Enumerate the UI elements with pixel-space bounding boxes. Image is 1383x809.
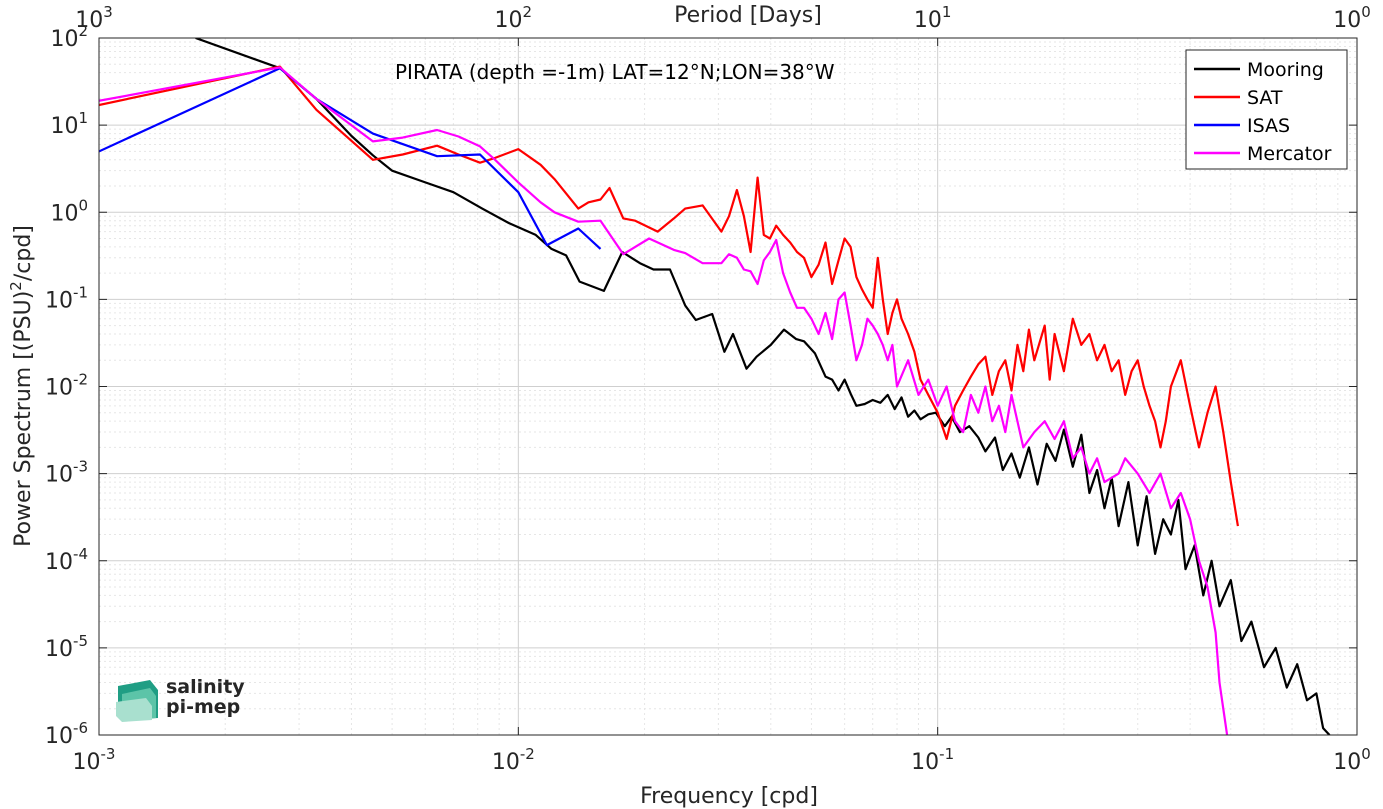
y-tick-label: 10-5 [45, 632, 88, 662]
y-tick-label: 101 [50, 109, 88, 139]
legend-label-isas: ISAS [1247, 115, 1290, 137]
top-tick-label: 102 [495, 3, 533, 33]
y-tick-label: 102 [50, 22, 88, 52]
y-tick-label: 10-4 [45, 545, 88, 575]
y-tick-label: 100 [50, 196, 88, 226]
series-layer [99, 38, 1331, 735]
logo-text-salinity: salinity [166, 676, 245, 698]
top-tick-label: 103 [75, 3, 113, 33]
series-line-mooring [195, 38, 1331, 735]
top-tick-label: 100 [1333, 3, 1371, 33]
legend: Mooring SAT ISAS Mercator [1185, 49, 1348, 170]
top-axis-title: Period [Days] [674, 3, 822, 28]
x-tick-label: 10-1 [911, 745, 954, 775]
legend-label-mercator: Mercator [1247, 143, 1332, 165]
series-line-mercator [99, 66, 1229, 735]
y-tick-label: 10-6 [45, 719, 88, 749]
legend-label-sat: SAT [1247, 87, 1283, 109]
logo-mark-front [116, 698, 152, 722]
y-axis-title: Power Spectrum [(PSU)2/cpd] [7, 225, 36, 547]
chart-title: PIRATA (depth =-1m) LAT=12°N;LON=38°W [395, 60, 835, 84]
top-tick-label: 101 [914, 3, 952, 33]
legend-label-mooring: Mooring [1247, 59, 1324, 81]
y-tick-label: 10-3 [45, 458, 88, 488]
salinity-pi-mep-logo: salinity pi-mep [116, 676, 245, 722]
x-tick-label: 10-3 [73, 745, 116, 775]
logo-text-pi-mep: pi-mep [166, 696, 240, 718]
y-tick-label: 10-2 [45, 371, 88, 401]
x-tick-label: 10-2 [492, 745, 535, 775]
x-axis-title: Frequency [cpd] [640, 784, 818, 809]
y-tick-label: 10-1 [45, 283, 88, 313]
series-line-sat [99, 65, 1239, 527]
x-tick-label: 100 [1333, 745, 1371, 775]
